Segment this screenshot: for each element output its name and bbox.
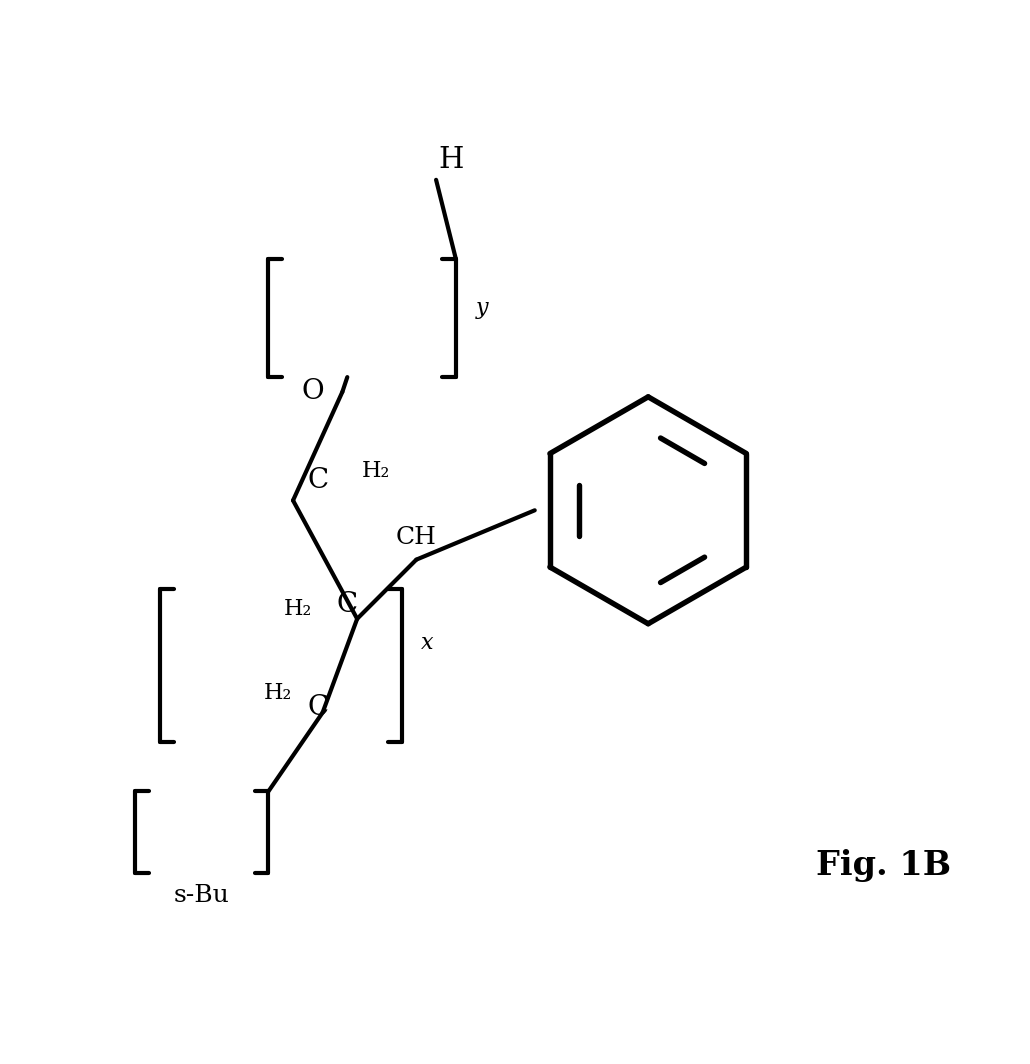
Text: CH: CH bbox=[396, 527, 437, 549]
Text: s-Bu: s-Bu bbox=[173, 883, 229, 907]
Text: y: y bbox=[476, 297, 488, 319]
Text: C: C bbox=[307, 694, 329, 721]
Text: H: H bbox=[438, 146, 464, 174]
Text: H₂: H₂ bbox=[284, 598, 312, 620]
Text: Fig. 1B: Fig. 1B bbox=[816, 849, 951, 882]
Text: H₂: H₂ bbox=[264, 682, 293, 703]
Text: C: C bbox=[307, 467, 329, 494]
Text: H₂: H₂ bbox=[363, 460, 390, 482]
Text: O: O bbox=[302, 379, 324, 405]
Text: x: x bbox=[421, 632, 434, 654]
Text: C: C bbox=[337, 591, 357, 617]
